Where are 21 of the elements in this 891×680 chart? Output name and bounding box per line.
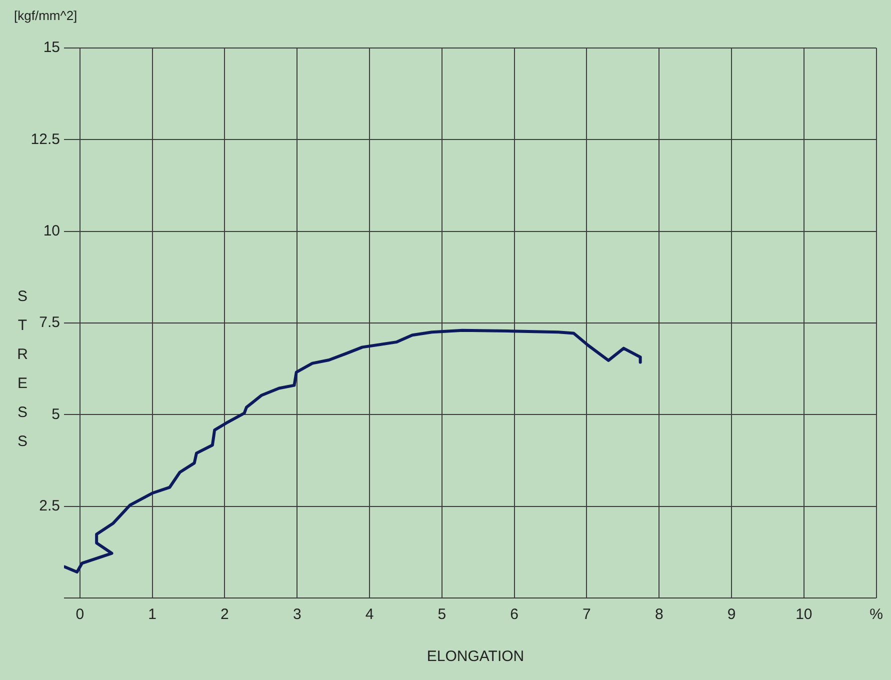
x-tick-label: 0	[76, 606, 84, 624]
y-tick-label: 2.5	[39, 497, 60, 514]
x-tick-label: 1	[148, 606, 156, 624]
x-tick-label: 6	[510, 606, 518, 624]
x-tick-label: 10	[796, 606, 812, 624]
y-tick-label: 12.5	[30, 130, 60, 148]
y-tick-label: 15	[43, 39, 60, 56]
x-tick-label: %	[870, 606, 884, 624]
x-tick-label: 9	[727, 606, 736, 624]
x-tick-label: 3	[292, 606, 302, 624]
x-tick-label: 2	[220, 606, 229, 624]
x-tick-label: 8	[654, 606, 664, 624]
y-axis-title: STRESS	[14, 288, 31, 462]
x-tick-label: 7	[582, 606, 591, 624]
x-tick-label: 5	[438, 606, 446, 624]
y-tick-label: 7.5	[39, 314, 60, 332]
x-tick-label: 4	[365, 606, 374, 624]
text: [kgf/mm^2]	[14, 8, 78, 23]
x-axis-title: ELONGATION	[426, 648, 526, 665]
y-tick-label: 10	[43, 222, 60, 240]
y-tick-label: 5	[52, 406, 60, 423]
